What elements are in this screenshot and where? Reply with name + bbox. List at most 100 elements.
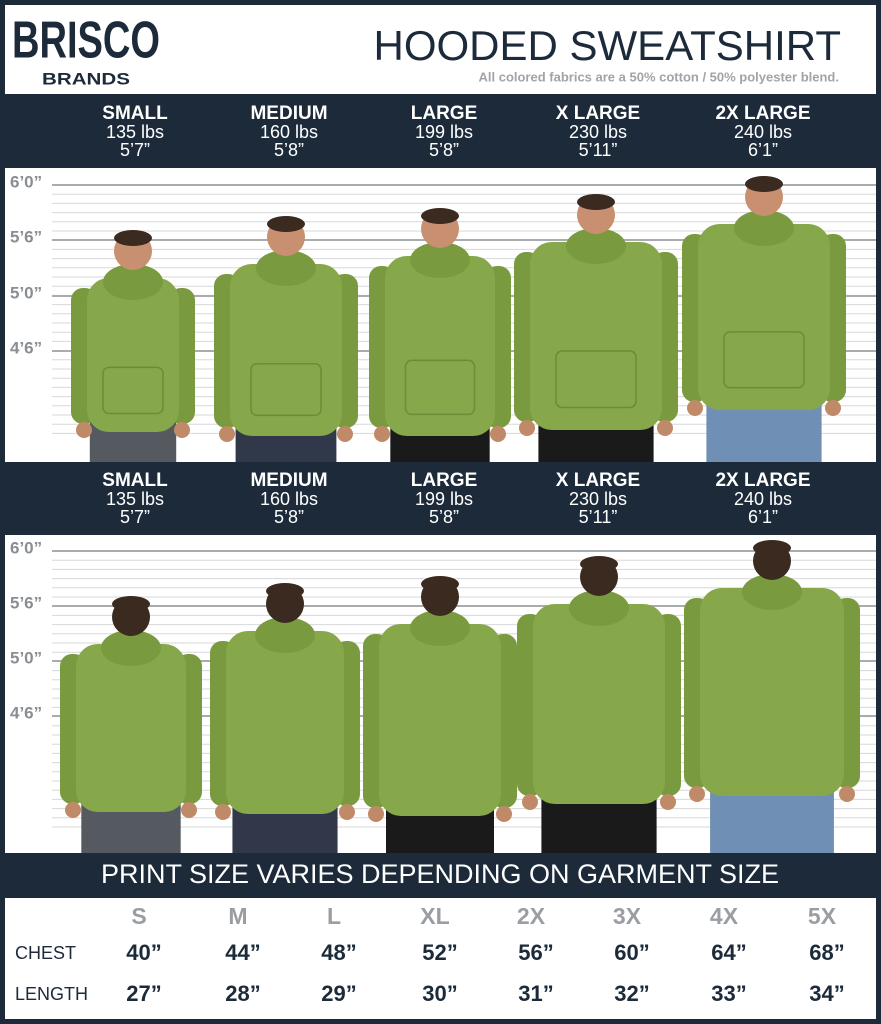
- size-name: X LARGE: [556, 470, 640, 491]
- size-name: SMALL: [102, 470, 168, 491]
- size-weight: 160 lbs: [260, 122, 318, 142]
- size-name: X LARGE: [556, 103, 640, 124]
- pocket: [250, 363, 322, 417]
- hood: [569, 590, 629, 626]
- model-photo: [60, 596, 202, 853]
- size-name: MEDIUM: [250, 470, 327, 491]
- cell-value: 52”: [422, 940, 457, 965]
- size-weight: 240 lbs: [734, 489, 792, 509]
- pocket: [555, 350, 637, 409]
- column-header: 4X: [710, 903, 739, 929]
- hair: [753, 540, 791, 556]
- cell-value: 34”: [809, 981, 844, 1006]
- size-weight: 135 lbs: [106, 489, 164, 509]
- size-height: 5’8”: [274, 507, 304, 527]
- cell-value: 30”: [422, 981, 457, 1006]
- pants: [706, 400, 822, 462]
- pants: [710, 786, 834, 853]
- hand: [825, 400, 841, 416]
- hand: [490, 426, 506, 442]
- hand: [496, 806, 512, 822]
- hood: [410, 610, 470, 646]
- cell-value: 56”: [518, 940, 553, 965]
- height-mark: 5’6”: [10, 593, 42, 612]
- height-mark: 5’0”: [10, 648, 42, 667]
- pocket: [723, 331, 805, 389]
- hoodie-body: [379, 624, 501, 816]
- model-photo: [71, 230, 195, 462]
- cell-value: 68”: [809, 940, 844, 965]
- hand: [839, 786, 855, 802]
- hood: [255, 617, 315, 653]
- model-photo: [684, 540, 860, 853]
- height-mark: 5’0”: [10, 283, 42, 302]
- model-photo: [210, 583, 360, 853]
- row-label: LENGTH: [15, 984, 88, 1004]
- hair: [266, 583, 304, 599]
- hand: [76, 422, 92, 438]
- hand: [181, 802, 197, 818]
- hoodie-body: [530, 242, 662, 430]
- size-height: 6’1”: [748, 507, 778, 527]
- cell-value: 29”: [321, 981, 356, 1006]
- table-bg: [5, 898, 876, 1019]
- cell-value: 27”: [126, 981, 161, 1006]
- logo-top: BRISCO: [12, 12, 160, 70]
- model-photo: [363, 576, 517, 853]
- hand: [337, 426, 353, 442]
- subtitle: All colored fabrics are a 50% cotton / 5…: [478, 69, 839, 84]
- size-height: 5’8”: [429, 140, 459, 160]
- size-name: LARGE: [411, 103, 478, 124]
- column-header: 3X: [613, 903, 642, 929]
- hoodie-body: [700, 588, 844, 796]
- hood: [742, 574, 802, 610]
- hair: [580, 556, 618, 572]
- size-weight: 135 lbs: [106, 122, 164, 142]
- hoodie-body: [87, 278, 179, 432]
- size-weight: 240 lbs: [734, 122, 792, 142]
- height-mark: 4’6”: [10, 338, 42, 357]
- hand: [519, 420, 535, 436]
- size-weight: 230 lbs: [569, 489, 627, 509]
- cell-value: 44”: [225, 940, 260, 965]
- height-mark: 4’6”: [10, 703, 42, 722]
- cell-value: 33”: [711, 981, 746, 1006]
- column-header: XL: [420, 903, 449, 929]
- hood: [566, 228, 626, 264]
- logo-bottom: BRANDS: [42, 69, 130, 88]
- hair: [267, 216, 305, 232]
- table-title: PRINT SIZE VARIES DEPENDING ON GARMENT S…: [101, 859, 779, 889]
- size-name: MEDIUM: [250, 103, 327, 124]
- cell-value: 40”: [126, 940, 161, 965]
- size-name: 2X LARGE: [715, 470, 810, 491]
- size-weight: 230 lbs: [569, 122, 627, 142]
- hood: [101, 630, 161, 666]
- cell-value: 60”: [614, 940, 649, 965]
- hoodie-body: [533, 604, 665, 804]
- cell-value: 64”: [711, 940, 746, 965]
- hand: [689, 786, 705, 802]
- size-height: 5’7”: [120, 507, 150, 527]
- hand: [174, 422, 190, 438]
- hood: [410, 242, 470, 278]
- cell-value: 31”: [518, 981, 553, 1006]
- header-bg: [5, 5, 876, 94]
- hand: [339, 804, 355, 820]
- hand: [374, 426, 390, 442]
- cell-value: 32”: [614, 981, 649, 1006]
- height-mark: 5’6”: [10, 227, 42, 246]
- hair: [421, 208, 459, 224]
- column-header: L: [327, 903, 341, 929]
- hair: [745, 176, 783, 192]
- hoodie-body: [698, 224, 830, 410]
- hoodie-body: [226, 631, 344, 814]
- model-photo: [369, 208, 511, 462]
- model-photo: [514, 194, 678, 462]
- hand: [660, 794, 676, 810]
- size-height: 5’11”: [579, 140, 618, 160]
- size-weight: 199 lbs: [415, 122, 473, 142]
- column-header: M: [228, 903, 247, 929]
- hoodie-body: [230, 264, 342, 436]
- hoodie-body: [76, 644, 186, 812]
